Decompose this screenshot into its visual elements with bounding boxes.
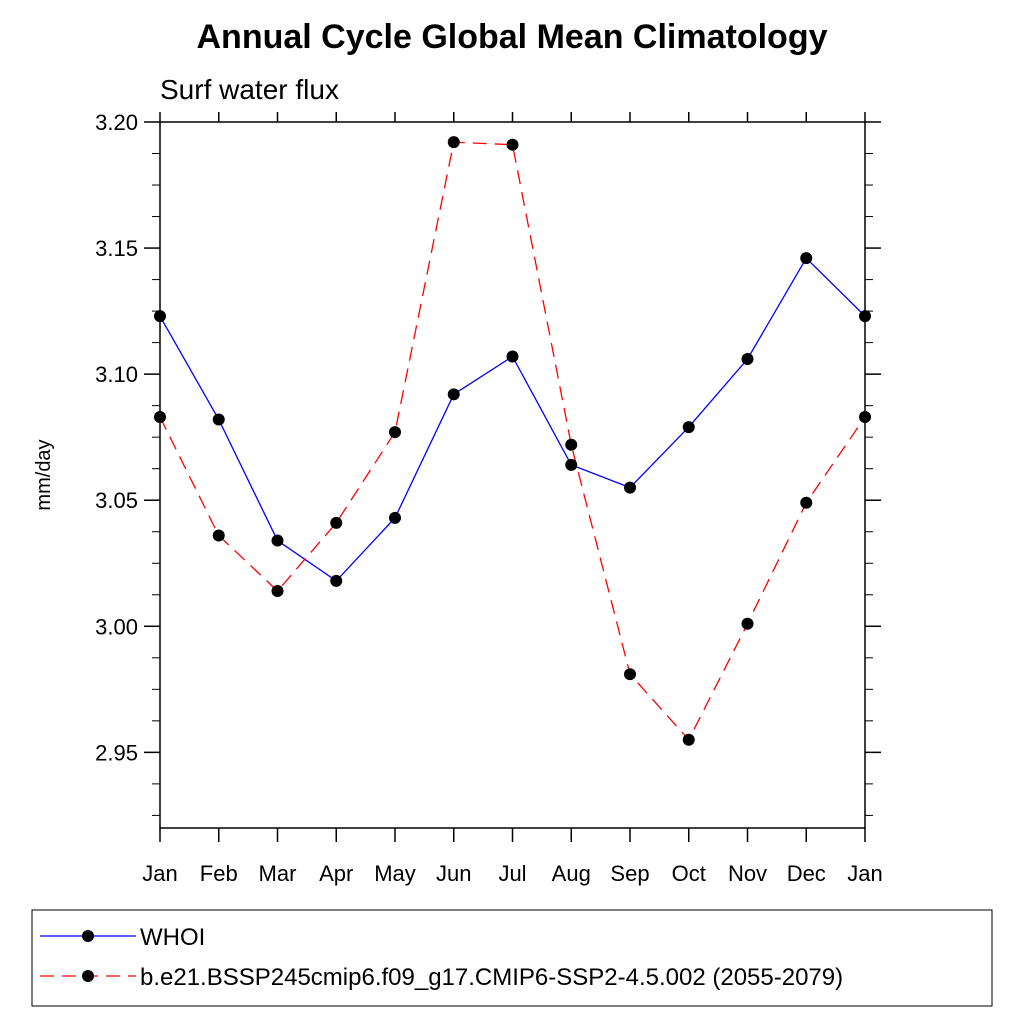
series-0-point: [800, 252, 813, 265]
y-tick-label: 3.20: [95, 110, 138, 135]
x-tick-label: Oct: [672, 861, 706, 886]
series-0-point: [682, 421, 695, 434]
series-1-point: [800, 496, 813, 509]
series-1-point: [565, 438, 578, 451]
series-1-point: [271, 584, 284, 597]
series-0-point: [212, 413, 225, 426]
series-0-point: [330, 574, 343, 587]
series-1-point: [212, 529, 225, 542]
x-tick-label: Dec: [787, 861, 826, 886]
chart-title: Annual Cycle Global Mean Climatology: [197, 18, 828, 56]
x-tick-label: Apr: [319, 861, 353, 886]
x-tick-label: Jun: [436, 861, 471, 886]
legend: WHOI b.e21.BSSP245cmip6.f09_g17.CMIP6-SSP…: [40, 924, 843, 991]
series-0-point: [624, 481, 636, 494]
y-tick-label: 3.05: [95, 488, 138, 513]
x-tick-label: Aug: [552, 861, 591, 886]
series-line-0: [159, 257, 866, 582]
series-1-point: [741, 617, 754, 630]
x-tick-label: Jan: [847, 861, 882, 886]
series-0-point: [741, 353, 754, 366]
legend-label-1: b.e21.BSSP245cmip6.f09_g17.CMIP6-SSP2-4.…: [140, 964, 843, 991]
legend-marker-1: [82, 970, 94, 982]
y-tick-label: 2.95: [95, 740, 138, 765]
x-tick-label: Feb: [200, 861, 238, 886]
chart-subtitle: Surf water flux: [160, 74, 339, 105]
series-1-point: [624, 668, 636, 681]
series-layer: [154, 136, 871, 746]
legend-box: [31, 909, 993, 1007]
series-0-point: [565, 458, 578, 471]
legend-marker-0: [82, 930, 94, 942]
series-0-point: [389, 511, 401, 524]
x-tick-label: Sep: [610, 861, 649, 886]
x-tick-label: Jan: [142, 861, 177, 886]
y-tick-label: 3.00: [95, 614, 138, 639]
y-tick-label: 3.10: [95, 362, 138, 387]
series-1-point: [682, 733, 695, 746]
axis-ticks: 3.20 3.15 3.10 3.05 3.00 2.95 Jan Feb Mar Apr May J…: [95, 110, 883, 886]
x-tick-label: Jul: [498, 861, 526, 886]
x-tick-label: May: [374, 861, 416, 886]
legend-label-0: WHOI: [140, 924, 205, 951]
x-tick-label: Mar: [259, 861, 297, 886]
series-1-point: [447, 136, 460, 149]
y-axis-label: mm/day: [33, 439, 55, 510]
series-1-point: [330, 516, 343, 529]
y-tick-label: 3.15: [95, 236, 138, 261]
x-tick-label: Nov: [728, 861, 767, 886]
series-0-point: [271, 534, 284, 547]
series-1-point: [506, 138, 519, 151]
series-0-point: [506, 350, 519, 363]
plot-frame: [159, 121, 866, 829]
series-line-1: [159, 141, 866, 741]
series-1-point: [389, 426, 401, 439]
series-0-point: [447, 388, 460, 401]
series-1-point: [859, 411, 871, 424]
series-1-point: [154, 411, 166, 424]
series-0-point: [859, 310, 871, 323]
series-0-point: [154, 310, 166, 323]
